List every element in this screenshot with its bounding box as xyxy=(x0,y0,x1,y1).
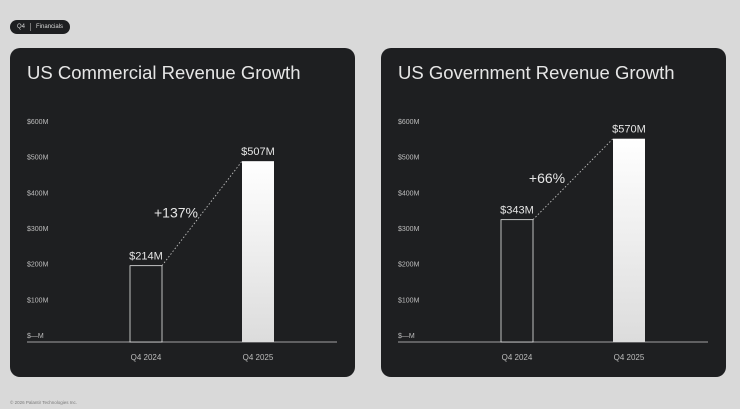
y-tick-label: $600M xyxy=(398,119,420,126)
growth-connector-line xyxy=(532,138,614,220)
badge-label: Financials xyxy=(36,24,64,30)
bar-value-label: $570M xyxy=(612,124,646,136)
growth-label: +137% xyxy=(154,204,198,220)
x-tick-label: Q4 2024 xyxy=(502,353,533,362)
bar xyxy=(613,138,645,342)
bar-value-label: $214M xyxy=(129,251,163,263)
y-tick-label: $600M xyxy=(27,119,49,126)
bar-value-label: $507M xyxy=(241,146,275,158)
chart-title: US Government Revenue Growth xyxy=(398,62,675,83)
bar-chart-government: $—M $100M $200M $300M $400M $500M $600M $343M Q4… xyxy=(398,119,708,362)
y-tick-label: $—M xyxy=(27,333,44,340)
y-tick-label: $200M xyxy=(27,262,49,269)
y-tick-label: $200M xyxy=(398,262,420,269)
x-tick-label: Q4 2025 xyxy=(243,353,274,362)
bar xyxy=(500,219,534,343)
bar xyxy=(242,161,274,342)
y-tick-label: $100M xyxy=(398,297,420,304)
badge-section: Q4 xyxy=(17,24,26,30)
y-tick-label: $—M xyxy=(398,333,415,340)
chart-panel-government: US Government Revenue Growth $—M $100M $20… xyxy=(381,48,726,377)
y-tick-label: $500M xyxy=(27,155,49,162)
bar-value-label: $343M xyxy=(500,205,534,217)
x-tick-label: Q4 2025 xyxy=(614,353,645,362)
x-tick-label: Q4 2024 xyxy=(131,353,162,362)
footer-copyright: © 2026 Palantir Technologies Inc. xyxy=(10,400,78,405)
bar xyxy=(129,265,163,343)
growth-label: +66% xyxy=(529,170,565,186)
badge-divider xyxy=(30,23,32,31)
y-tick-label: $500M xyxy=(398,155,420,162)
growth-connector-line xyxy=(161,160,243,266)
y-tick-label: $300M xyxy=(27,226,49,233)
y-tick-label: $400M xyxy=(27,190,49,197)
bar-chart-commercial: $—M $100M $200M $300M $400M $500M $600M $214M Q4… xyxy=(27,119,337,362)
y-tick-label: $100M xyxy=(27,297,49,304)
y-tick-label: $300M xyxy=(398,226,420,233)
chart-title: US Commercial Revenue Growth xyxy=(27,62,301,83)
chart-panel-commercial: US Commercial Revenue Growth $—M $100M $20… xyxy=(10,48,355,377)
section-badge: Q4 Financials xyxy=(10,20,71,34)
y-tick-label: $400M xyxy=(398,190,420,197)
